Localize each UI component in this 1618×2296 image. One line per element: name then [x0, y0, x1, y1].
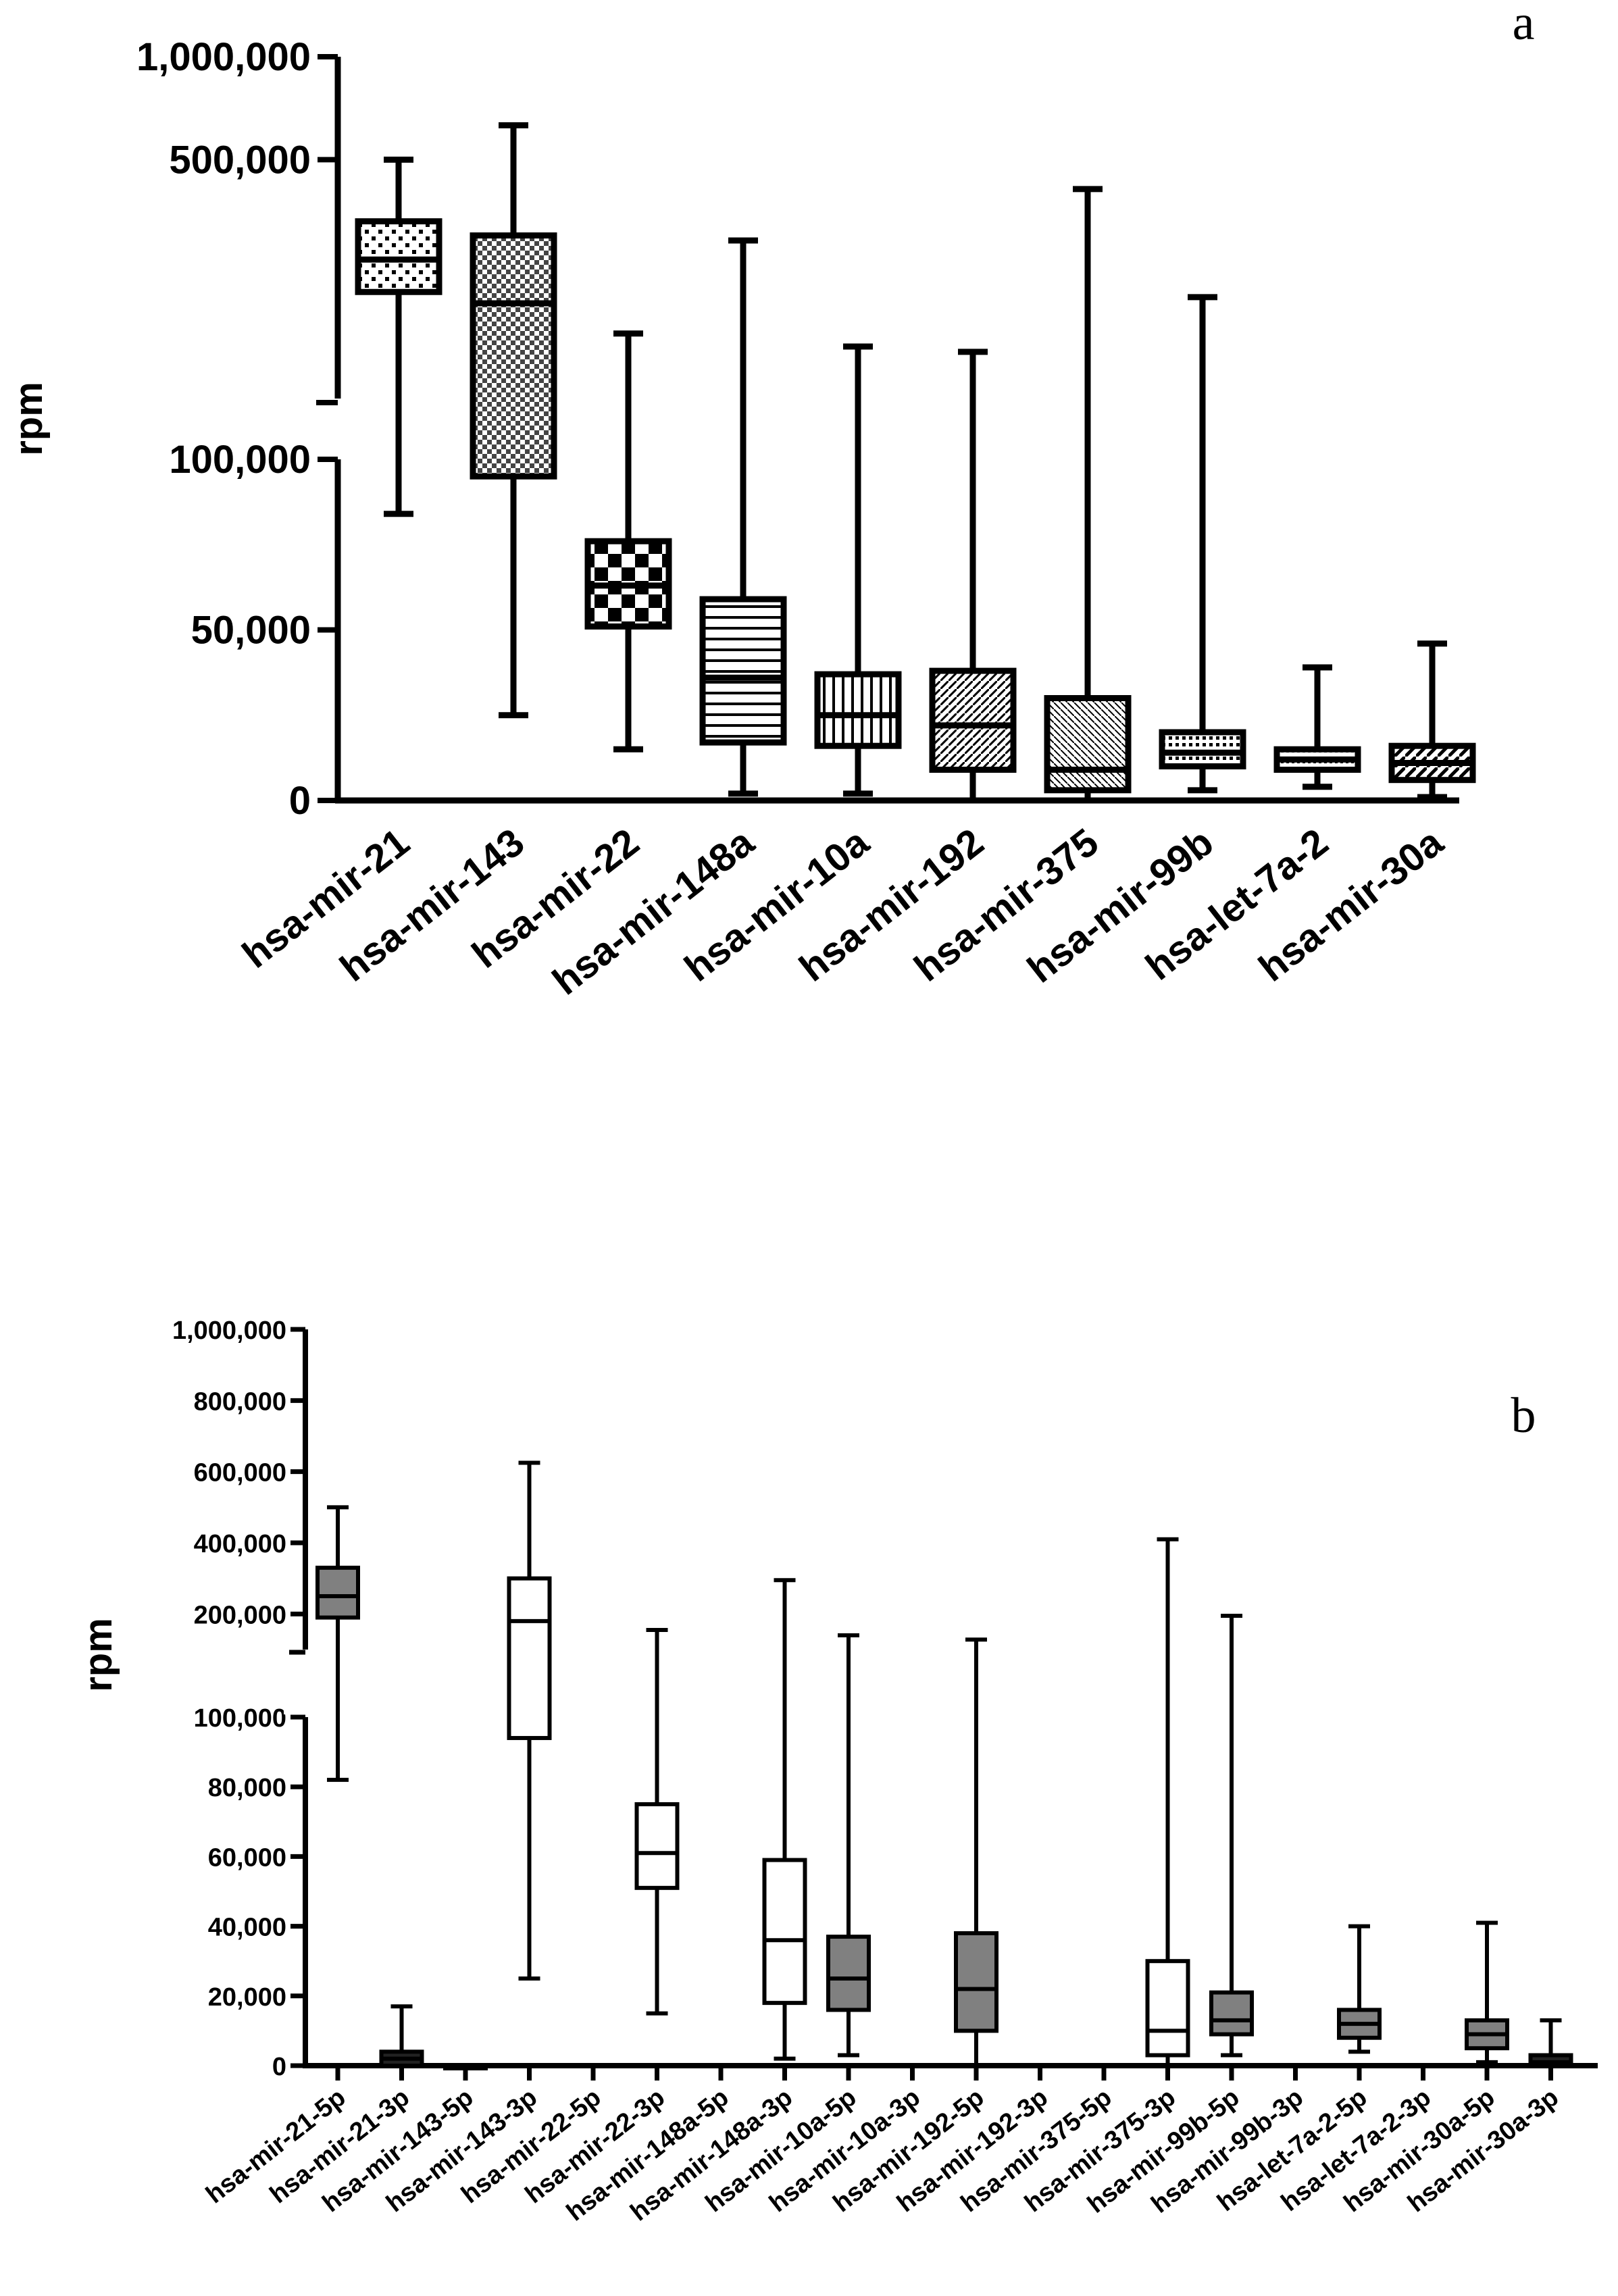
panel-a-box-hsa-mir-148a: [699, 237, 787, 797]
panel-b-box-rect: [826, 1935, 871, 2012]
panel-a-box-rect: [1044, 695, 1132, 794]
panel-b-y-tick-label: 800,000: [194, 1387, 286, 1416]
panel-a-y-tick-label: 100,000: [169, 438, 311, 482]
panel-b-y-tick-label: 0: [272, 2053, 286, 2081]
panel-b-box-rect: [1209, 1990, 1254, 2037]
panel-a-box-rect: [814, 671, 902, 749]
panel-a-box-rect: [929, 667, 1017, 773]
panel-b-box-rect: [762, 1858, 807, 2006]
panel-a-box-rect: [1159, 729, 1246, 769]
panel-b-y-tick-label: 20,000: [208, 1983, 286, 2012]
panel-b-y-tick-label: 80,000: [208, 1774, 286, 1802]
panel-b-box-hsa-mir-375-3p: [1145, 1537, 1190, 2066]
panel-b-box-hsa-mir-148a-3p: [762, 1578, 807, 2061]
panel-a-y-tick-label: 500,000: [169, 138, 311, 182]
panel-a-box-rect: [699, 596, 787, 746]
panel-b-y-tick-label: 100,000: [194, 1704, 286, 1733]
panel-a-box-hsa-mir-99b: [1159, 294, 1246, 794]
panel-b-box-rect: [1145, 1959, 1190, 2058]
panel-b-box-rect: [315, 1565, 360, 1620]
panel-a-y-tick-label: 0: [289, 779, 311, 823]
panel-b-box-hsa-mir-21-5p: [315, 1505, 360, 1782]
panel-a-box-hsa-let-7a-2: [1273, 664, 1361, 790]
panel-b-box-hsa-mir-192-5p: [954, 1637, 998, 2066]
panel-b-box-rect: [634, 1802, 680, 1890]
panel-a-letter: a: [1513, 0, 1535, 51]
panel-b-y-tick-label: 60,000: [208, 1843, 286, 1872]
panel-a-box-hsa-mir-375: [1044, 186, 1132, 800]
panel-b-box-hsa-mir-30a-5p: [1465, 1920, 1509, 2064]
panel-b-box-hsa-mir-143-3p: [507, 1460, 552, 1981]
panel-b-box-hsa-mir-10a-5p: [826, 1633, 871, 2058]
panel-a-x-tick-label: hsa-mir-148a: [545, 820, 763, 1004]
panel-b-box-rect: [954, 1931, 998, 2033]
panel-b-y-tick-label: 200,000: [194, 1601, 286, 1629]
panel-b-box-hsa-mir-21-3p: [379, 2004, 424, 2068]
panel-a-box-hsa-mir-30a: [1388, 640, 1476, 800]
panel-b-y-tick-label: 40,000: [208, 1914, 286, 1942]
panel-a-y-tick-label: 50,000: [191, 609, 311, 653]
panel-b-box-through-break: [509, 1652, 550, 1714]
panel-a-y-label: rpm: [7, 382, 51, 456]
panel-b-box-hsa-mir-30a-3p: [1528, 2018, 1573, 2068]
panel-b-letter: b: [1511, 1388, 1536, 1444]
panel-b-box-hsa-let-7a-2-5p: [1337, 1924, 1382, 2054]
panel-a-box-hsa-mir-22: [584, 330, 672, 752]
panel-b-box-hsa-mir-143-5p: [443, 2064, 488, 2070]
panel-b-y-tick-label: 400,000: [194, 1530, 286, 1558]
panel-a-box-through-break: [473, 403, 554, 455]
panel-b-y-tick-label: 600,000: [194, 1459, 286, 1487]
panel-b-y-tick-label: 1,000,000: [172, 1317, 286, 1345]
panel-a-box-hsa-mir-21: [355, 156, 443, 517]
panel-a-y-tick-label: 1,000,000: [136, 35, 311, 79]
panel-b-break-band: [284, 1652, 1601, 1714]
panel-b-y-label: rpm: [76, 1618, 120, 1692]
